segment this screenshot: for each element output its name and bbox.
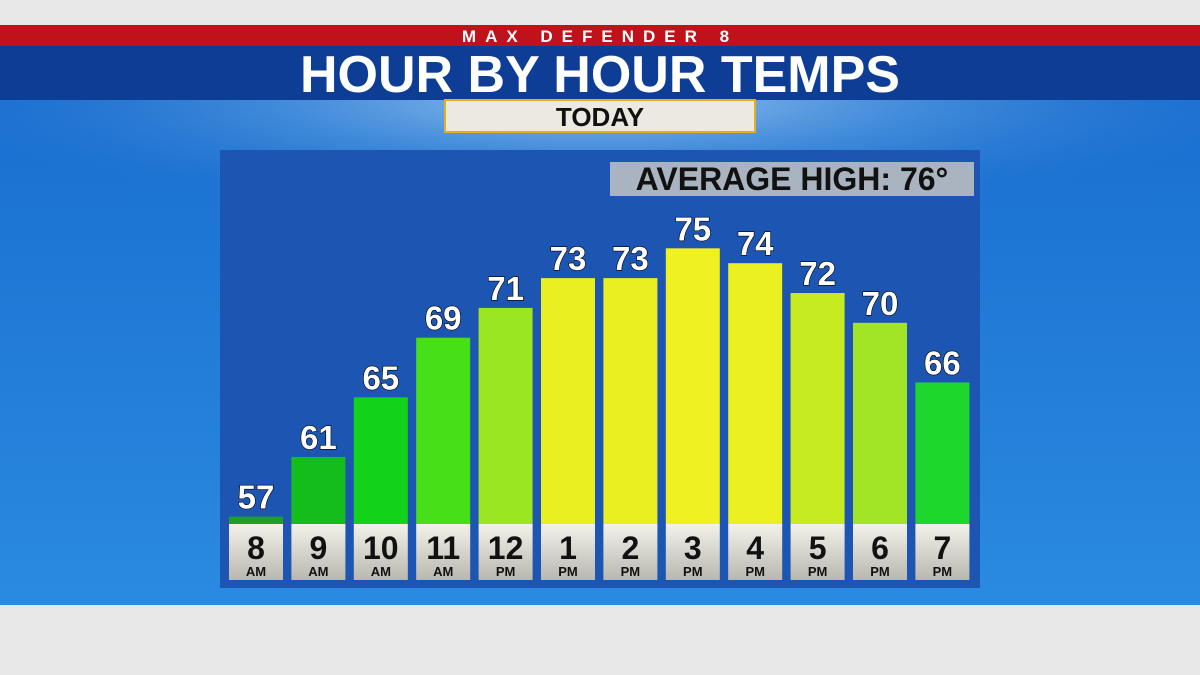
x-tick-period: PM — [496, 564, 516, 579]
hour-box — [915, 524, 970, 580]
value-label: 69 — [425, 300, 462, 337]
x-tick-period: AM — [246, 564, 266, 579]
title-bar — [0, 46, 1200, 100]
x-tick-label: 3 — [684, 530, 702, 566]
hour-box — [853, 524, 907, 580]
bar — [416, 337, 471, 524]
value-label: 72 — [799, 255, 836, 292]
subtitle-box — [444, 99, 756, 133]
bar — [915, 382, 970, 524]
hour-box — [416, 524, 471, 580]
value-label: 70 — [862, 285, 899, 322]
x-tick-period: PM — [745, 564, 765, 579]
hour-box — [229, 524, 283, 580]
x-tick-period: PM — [870, 564, 890, 579]
hour-box — [353, 524, 408, 580]
x-tick-period: PM — [621, 564, 641, 579]
x-tick-period: PM — [933, 564, 953, 579]
x-tick-label: 8 — [247, 530, 265, 566]
annotation: AVERAGE HIGH: 76° — [636, 161, 949, 197]
hour-box — [728, 524, 783, 580]
x-tick-period: AM — [371, 564, 391, 579]
hour-box — [603, 524, 658, 580]
x-tick-label: 6 — [871, 530, 889, 566]
hour-box — [790, 524, 845, 580]
x-tick-label: 7 — [934, 530, 952, 566]
bar — [603, 278, 658, 524]
bar — [291, 456, 346, 524]
value-label: 61 — [300, 419, 337, 456]
value-label: 73 — [550, 240, 587, 277]
bar — [853, 322, 907, 524]
x-tick-label: 4 — [746, 530, 764, 566]
x-tick-label: 11 — [426, 530, 460, 566]
bar — [665, 248, 720, 524]
x-tick-label: 12 — [488, 530, 524, 566]
value-label: 65 — [362, 359, 399, 396]
chart-title: HOUR BY HOUR TEMPS — [300, 46, 900, 104]
x-tick-label: 5 — [809, 530, 827, 566]
bar — [478, 307, 533, 524]
x-tick-period: AM — [308, 564, 328, 579]
value-label: 74 — [737, 225, 774, 262]
bar — [541, 278, 595, 524]
x-tick-period: PM — [558, 564, 578, 579]
hour-box — [665, 524, 720, 580]
x-tick-label: 9 — [310, 530, 328, 566]
bar — [728, 263, 783, 524]
hour-box — [541, 524, 595, 580]
x-tick-period: PM — [808, 564, 828, 579]
hour-box — [291, 524, 346, 580]
bar — [353, 397, 408, 524]
x-tick-label: 10 — [363, 530, 399, 566]
chart-subtitle: TODAY — [556, 102, 644, 132]
value-label: 75 — [674, 210, 711, 247]
value-label: 57 — [238, 479, 275, 516]
annotation-box — [610, 162, 974, 196]
value-label: 73 — [612, 240, 649, 277]
value-label: 71 — [487, 270, 524, 307]
hour-box — [478, 524, 533, 580]
x-tick-period: AM — [433, 564, 453, 579]
brand-bar — [0, 25, 1200, 46]
brand: MAX DEFENDER 8 — [462, 27, 738, 46]
x-tick-label: 2 — [622, 530, 640, 566]
x-tick-period: PM — [683, 564, 703, 579]
bar — [790, 293, 845, 524]
x-tick-label: 1 — [559, 530, 577, 566]
bar — [229, 516, 283, 524]
value-label: 66 — [924, 344, 961, 381]
